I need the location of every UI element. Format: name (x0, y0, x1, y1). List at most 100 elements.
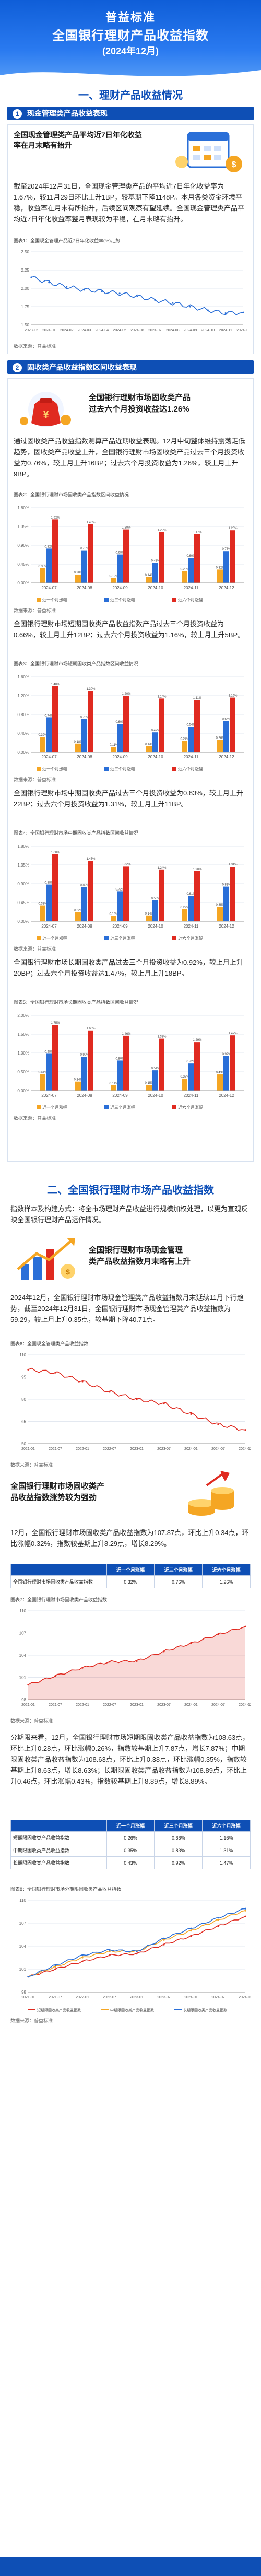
x-tick-label: 2024-12 (239, 1447, 251, 1451)
bar (146, 577, 152, 583)
table-row: 短期限固收类产品收益指数 0.26% 0.66% 1.16% (10, 1831, 251, 1844)
chart7-svg: 98 101 104 107 110 2021-01 2021-07 2022-01 2022-… (19, 1609, 251, 1707)
bar-value-label: 1.52% (51, 516, 60, 519)
data-point (163, 1943, 165, 1946)
fixed-index-table: 近一个月涨幅 近三个月涨幅 近六个月涨幅 全国银行理财市场固收类产品收益指数 0… (10, 1564, 251, 1588)
table-cell: 0.92% (154, 1856, 203, 1869)
y-tick-label: 1.35% (17, 863, 29, 868)
data-point (207, 309, 209, 311)
bar (230, 1035, 235, 1091)
y-tick-label: 50 (21, 1442, 26, 1446)
data-point (244, 1910, 246, 1912)
x-tick-label: 2022-07 (103, 1996, 116, 1999)
data-point (27, 1684, 29, 1686)
fixed-index-headline-line2: 品收益指数涨势较为强劲 (10, 1493, 97, 1502)
x-tick-label: 2023-07 (157, 1447, 171, 1451)
x-tick-label: 2021-01 (21, 1996, 35, 1999)
bar (81, 719, 87, 752)
bar (123, 529, 129, 583)
bar-value-label: 0.32% (38, 734, 48, 737)
bar-value-label: 0.24% (180, 737, 189, 741)
bar (46, 548, 52, 583)
data-point (217, 1919, 219, 1921)
bar-value-label: 0.76% (222, 548, 231, 551)
short-paragraph: 全国银行理财市场短期固收类产品收益指数产品过去三个月投资收益为0.66%，较上月… (14, 620, 245, 639)
tab-fixed-income: 2 固收类产品收益指数区间收益表现 (7, 360, 254, 374)
x-tick-label: 2024-07 (211, 1996, 225, 1999)
tab-label: 固收类产品收益指数区间收益表现 (27, 363, 137, 371)
table-cell: 0.35% (106, 1844, 155, 1857)
bar-value-label: 1.24% (157, 867, 167, 870)
bar-value-label: 0.66% (222, 718, 231, 721)
bar-value-label: 1.46% (122, 1033, 131, 1036)
bar-value-label: 0.60% (186, 555, 196, 558)
data-point (217, 1633, 219, 1635)
tab-number: 1 (13, 109, 22, 119)
bar-value-label: 1.30% (86, 688, 96, 691)
bar-value-label: 0.90% (80, 1053, 89, 1057)
footer-band (0, 2557, 261, 2576)
table-cell: 1.47% (202, 1856, 251, 1869)
bar (152, 563, 158, 583)
legend-swatch (37, 936, 41, 940)
y-tick-label: 0.90% (17, 882, 29, 886)
bar (52, 854, 58, 921)
data-point (136, 1398, 138, 1400)
x-tick-label: 2024-12 (219, 1093, 234, 1098)
bar-value-label: 1.60% (86, 1027, 96, 1031)
header-banner: 普益标准 全国银行理财产品收益指数 (2024年12月) (0, 0, 261, 84)
chart1-source: 数据来源：普益标准 (14, 344, 56, 349)
bar-value-label: 0.13% (145, 743, 154, 746)
table-cell: 短期限固收类产品收益指数 (10, 1831, 107, 1844)
bar-value-label: 0.22% (74, 909, 83, 912)
growth-chart-icon: $ (10, 1233, 84, 1285)
y-tick-label: 2.25 (21, 268, 29, 273)
legend-swatch (172, 767, 176, 771)
chart4-source: 数据来源：普益标准 (14, 946, 56, 952)
data-point (190, 1642, 192, 1644)
data-point (163, 1937, 165, 1939)
bar-value-label: 0.35% (216, 904, 225, 907)
data-point (81, 1957, 84, 1959)
x-tick-label: 2024-08 (77, 1093, 92, 1098)
x-tick-label: 2024-07 (211, 1703, 225, 1707)
data-point (163, 1939, 165, 1941)
bar-value-label: 0.20% (74, 571, 83, 575)
legend-label: 近六个月涨幅 (178, 935, 203, 941)
y-tick-label: 104 (19, 1653, 27, 1658)
table-cell: 0.76% (154, 1575, 203, 1588)
x-tick-label: 2024-12 (239, 1996, 251, 1999)
data-point (136, 295, 138, 297)
bar (40, 737, 45, 752)
x-tick-label: 2023-07 (157, 1996, 171, 1999)
bar (159, 869, 164, 921)
legend-label: 近六个月涨幅 (178, 597, 203, 602)
chart4-svg: 0.00% 0.45% 0.90% 1.35% 1.80% 0.38% 0.88% 1.60%… (17, 844, 244, 941)
legend-swatch (104, 1105, 109, 1109)
data-point (66, 286, 68, 288)
data-point (217, 1917, 219, 1919)
bar (182, 571, 187, 583)
chart2-source: 数据来源：普益标准 (14, 608, 56, 613)
legend-label: 近一个月涨幅 (42, 935, 67, 941)
legend-label: 中期限固收类产品收益指数 (110, 2008, 154, 2012)
data-point (217, 1423, 219, 1425)
x-tick-label: 2024-07 (41, 924, 57, 929)
x-tick-label: 2023-01 (130, 1447, 144, 1451)
bar (223, 551, 229, 583)
chart2-svg: 0.00% 0.45% 0.90% 1.35% 1.80% 0.35% 0.82% 1.52%… (17, 506, 244, 602)
bar (40, 1074, 45, 1091)
header-title: 全国银行理财产品收益指数 (52, 29, 209, 43)
bar (88, 1030, 93, 1091)
bar-value-label: 0.74% (44, 714, 54, 717)
bar (194, 534, 200, 583)
y-tick-label: 98 (21, 1990, 26, 1995)
bar (188, 1063, 194, 1091)
area-fill (28, 1626, 245, 1700)
legend-label: 近一个月涨幅 (42, 1105, 67, 1110)
bar (146, 746, 152, 752)
bar (159, 698, 164, 752)
bar-value-label: 0.61% (186, 893, 196, 896)
legend-label: 近一个月涨幅 (42, 766, 67, 771)
